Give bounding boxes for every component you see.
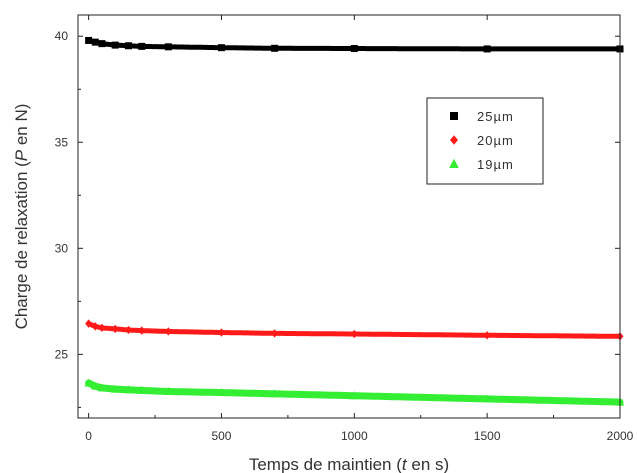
data-point xyxy=(124,385,133,394)
data-point xyxy=(271,44,279,52)
x-tick-label: 500 xyxy=(211,429,231,443)
series-1 xyxy=(85,319,624,341)
data-point xyxy=(85,319,93,328)
data-point xyxy=(85,36,93,44)
y-tick-label: 35 xyxy=(55,135,69,149)
data-point xyxy=(138,326,146,335)
data-point xyxy=(217,387,226,397)
y-axis-title: Charge de relaxation (P en N) xyxy=(12,104,31,330)
legend-label: 25µm xyxy=(477,109,514,124)
legend-marker xyxy=(450,135,458,145)
data-point xyxy=(84,378,93,387)
y-axis-title-part: P xyxy=(12,149,31,161)
data-point xyxy=(111,41,119,49)
y-tick-label: 40 xyxy=(55,29,69,43)
data-point xyxy=(110,384,120,393)
x-tick-label: 0 xyxy=(85,429,92,443)
series-2 xyxy=(84,378,625,406)
data-point xyxy=(138,42,146,50)
y-tick-label: 30 xyxy=(55,241,69,255)
data-point xyxy=(270,389,279,398)
data-point xyxy=(137,385,146,394)
data-point xyxy=(98,323,106,333)
data-point xyxy=(98,40,106,48)
data-point xyxy=(483,45,491,53)
data-point xyxy=(482,394,492,403)
legend-label: 20µm xyxy=(477,133,514,148)
data-point xyxy=(350,45,358,53)
legend-marker xyxy=(449,158,459,168)
legend-label: 19µm xyxy=(477,157,514,172)
y-tick-label: 25 xyxy=(55,347,69,361)
x-tick-label: 1000 xyxy=(341,429,368,443)
axes: 0 500 1000 1500 2000 25 30 35 40 Temps de maintie… xyxy=(12,14,634,473)
legend: 25µm 20µm 19µm xyxy=(426,97,544,185)
series-0 xyxy=(85,36,624,53)
x-axis-title-part: Temps de maintien ( xyxy=(249,455,402,473)
plot-area xyxy=(84,36,625,406)
data-point xyxy=(111,324,119,334)
data-point xyxy=(91,322,99,331)
y-axis-title-part: Charge de relaxation ( xyxy=(12,161,31,330)
legend-box xyxy=(426,97,544,185)
x-tick-label: 1500 xyxy=(474,429,501,443)
data-point xyxy=(91,381,100,390)
data-point xyxy=(91,38,99,46)
data-point xyxy=(124,42,132,50)
data-point xyxy=(97,383,107,392)
x-axis-title-part: en s) xyxy=(407,455,450,473)
data-point xyxy=(164,386,173,395)
plot-frame xyxy=(77,14,621,419)
x-axis-title-part: t xyxy=(402,455,408,473)
data-point xyxy=(164,43,172,51)
data-point xyxy=(124,325,132,335)
y-axis-title-part: en N) xyxy=(12,104,31,150)
x-axis-title: Temps de maintien (t en s) xyxy=(249,455,449,473)
data-point xyxy=(350,391,359,400)
data-point xyxy=(217,44,225,52)
data-point xyxy=(217,328,225,337)
data-point xyxy=(271,329,279,338)
data-point xyxy=(350,329,358,339)
data-point xyxy=(483,331,491,340)
data-point xyxy=(164,327,172,336)
x-tick-label: 2000 xyxy=(607,429,634,443)
legend-marker xyxy=(450,112,458,120)
